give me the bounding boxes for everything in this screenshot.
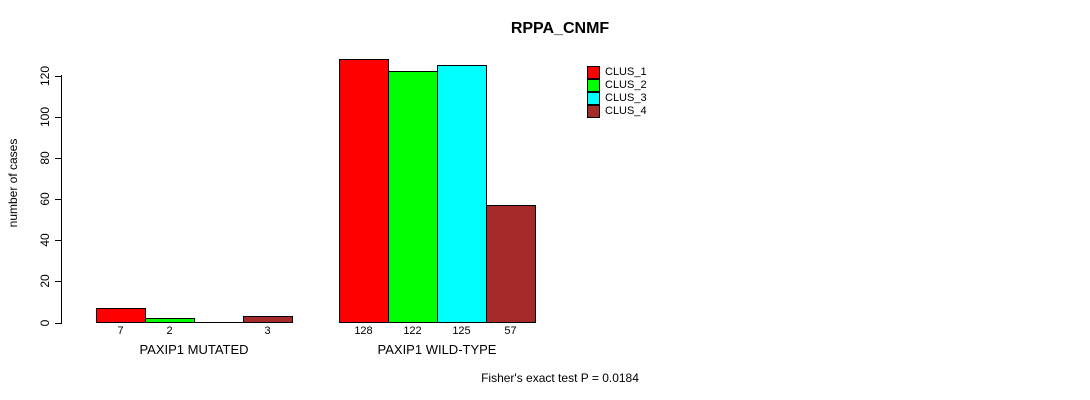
legend-swatch: [587, 66, 600, 79]
y-axis-tick-label: 0: [38, 319, 52, 327]
y-axis-tick-label: 120: [38, 65, 52, 87]
legend-label: CLUS_2: [605, 79, 647, 91]
bar-clus-4-paxip1-wild-type: [486, 205, 536, 323]
y-axis-tick: [55, 199, 62, 200]
chart-title: RPPA_CNMF: [510, 20, 610, 37]
bar-clus-2-paxip1-wild-type: [388, 71, 438, 323]
y-axis-tick: [55, 323, 62, 324]
bar-value-label: 57: [504, 325, 517, 337]
y-axis-tick: [55, 117, 62, 118]
bar-clus-1-paxip1-wild-type: [339, 59, 389, 323]
bar-value-label: 7: [117, 325, 124, 337]
y-axis-tick: [55, 76, 62, 77]
y-axis-tick: [55, 281, 62, 282]
bar-value-label: 3: [264, 325, 271, 337]
bar-clus-1-paxip1-mutated: [96, 308, 146, 323]
y-axis-tick-label: 80: [38, 151, 52, 165]
bar-value-label: 128: [354, 325, 373, 337]
y-axis-tick-label: 100: [38, 106, 52, 128]
y-axis-tick-label: 20: [38, 274, 52, 288]
legend-swatch: [587, 105, 600, 118]
legend-label: CLUS_3: [605, 92, 647, 104]
bar-clus-2-paxip1-mutated: [145, 318, 195, 323]
y-axis-tick: [55, 240, 62, 241]
legend-label: CLUS_1: [605, 66, 647, 78]
bar-clus-4-paxip1-mutated: [243, 316, 293, 323]
y-axis-title: number of cases: [6, 138, 20, 228]
y-axis-tick-label: 40: [38, 233, 52, 247]
bar-clus-3-paxip1-wild-type: [437, 65, 487, 323]
bar-value-label: 122: [403, 325, 422, 337]
category-label: PAXIP1 WILD-TYPE: [377, 342, 497, 357]
category-label: PAXIP1 MUTATED: [139, 342, 249, 357]
legend-label: CLUS_4: [605, 105, 647, 117]
y-axis-tick-label: 60: [38, 192, 52, 206]
bar-value-label: 2: [166, 325, 173, 337]
legend-swatch: [587, 79, 600, 92]
bar-value-label: 125: [452, 325, 471, 337]
legend-swatch: [587, 92, 600, 105]
y-axis-tick: [55, 158, 62, 159]
annotation-text: Fisher's exact test P = 0.0184: [481, 371, 639, 385]
bar-clus-3-paxip1-mutated: [194, 322, 244, 323]
